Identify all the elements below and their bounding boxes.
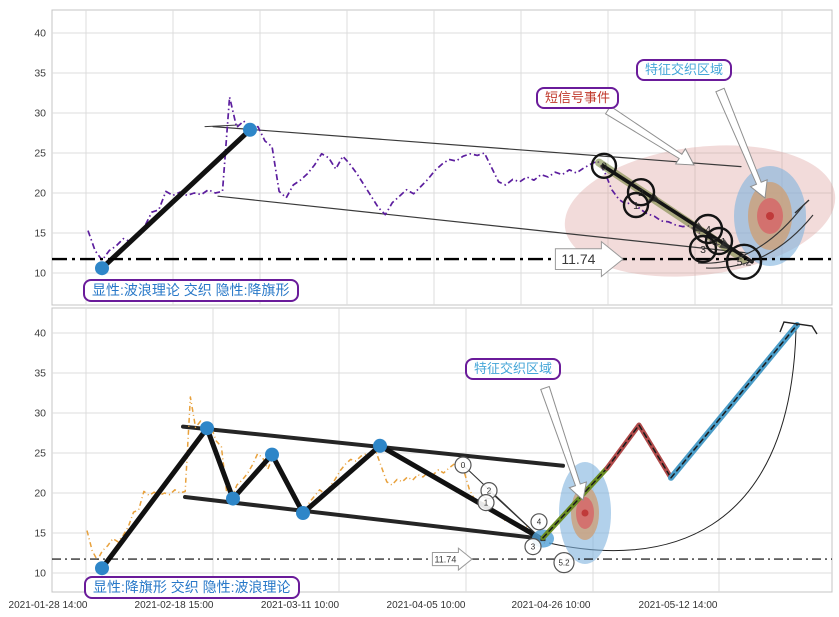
y-tick-label: 30 bbox=[34, 408, 46, 420]
x-tick-label: 2021-01-28 14:00 bbox=[9, 600, 88, 611]
x-tick-label: 2021-02-18 15:00 bbox=[135, 600, 214, 611]
value-tag-arrow bbox=[554, 240, 624, 278]
pivot-dot bbox=[95, 261, 109, 276]
y-tick-label: 10 bbox=[34, 568, 46, 580]
prediction-red-dash bbox=[606, 424, 672, 479]
value-tag-arrow bbox=[431, 547, 473, 572]
wave-circle-label: 2 bbox=[487, 486, 492, 495]
wave-circle-label: 1 bbox=[633, 200, 639, 212]
channel-lower-line bbox=[183, 495, 543, 541]
wave-connector-line bbox=[488, 490, 542, 540]
pivot-dot bbox=[296, 506, 310, 520]
wave-circle-label: 3 bbox=[531, 542, 536, 551]
wave-circle bbox=[553, 551, 575, 574]
callout-arrow bbox=[604, 105, 695, 166]
y-tick-label: 35 bbox=[34, 368, 46, 380]
wave-circle-label: 5.2 bbox=[737, 257, 752, 269]
price-line bbox=[86, 396, 548, 561]
y-tick-label: 20 bbox=[34, 488, 46, 500]
x-tick-label: 2021-04-05 10:00 bbox=[387, 600, 466, 611]
wave-circle bbox=[524, 537, 542, 556]
y-tick-label: 20 bbox=[34, 188, 46, 200]
wave-circle-label: 1 bbox=[484, 498, 489, 507]
y-tick-label: 15 bbox=[34, 228, 46, 240]
channel-peak-tick bbox=[204, 124, 239, 128]
wave-circle bbox=[530, 513, 548, 531]
channel-lower-line bbox=[217, 195, 749, 254]
wave-circle-label: 4 bbox=[705, 224, 711, 236]
impulse-line bbox=[99, 127, 253, 271]
panel-frame bbox=[51, 307, 833, 593]
y-tick-label: 40 bbox=[34, 328, 46, 340]
value-tag-text: 11.74 bbox=[434, 554, 456, 564]
prediction-blue-dash bbox=[670, 324, 798, 479]
wave-circle bbox=[626, 177, 656, 207]
x-tick-label: 2021-03-11 10:00 bbox=[261, 600, 340, 611]
y-tick-label: 10 bbox=[34, 268, 46, 280]
wave-circle bbox=[590, 152, 618, 180]
y-tick-label: 25 bbox=[34, 448, 46, 460]
wave-circle bbox=[725, 243, 763, 280]
callout-arrow bbox=[715, 87, 768, 199]
short-signal-event-label: 短信号事件 bbox=[536, 87, 620, 109]
feature-zone-label-bottom: 特征交织区域 bbox=[465, 358, 562, 380]
pivot-dot bbox=[200, 421, 214, 436]
x-tick-label: 2021-05-12 14:00 bbox=[639, 600, 718, 611]
y-tick-label: 40 bbox=[34, 28, 46, 40]
prediction-green-dash bbox=[542, 467, 608, 539]
target-bracket bbox=[779, 321, 818, 335]
channel-upper-line bbox=[212, 125, 742, 168]
signal-arrowhead bbox=[719, 239, 732, 250]
target-arc bbox=[705, 214, 814, 269]
target-arc-cap bbox=[794, 199, 810, 214]
wave-circle bbox=[622, 191, 650, 219]
price-line bbox=[87, 96, 719, 262]
x-tick-label: 2021-04-26 10:00 bbox=[512, 600, 591, 611]
bullseye-center-dot bbox=[581, 509, 589, 517]
y-tick-label: 25 bbox=[34, 148, 46, 160]
callout-arrow bbox=[540, 385, 588, 501]
pivot-dot bbox=[95, 561, 109, 576]
wave-circle bbox=[454, 456, 472, 474]
y-tick-label: 15 bbox=[34, 528, 46, 540]
wave-circle-label: 4 bbox=[537, 518, 542, 527]
y-tick-label: 35 bbox=[34, 68, 46, 80]
pivot-dot bbox=[265, 447, 279, 462]
wave-circle bbox=[688, 234, 718, 264]
value-tag-text: 11.74 bbox=[561, 251, 595, 267]
feature-zone-label-top: 特征交织区域 bbox=[636, 59, 733, 81]
pivot-dot bbox=[226, 491, 240, 506]
wave-circle-label: 5.2 bbox=[558, 558, 570, 567]
y-tick-label: 30 bbox=[34, 108, 46, 120]
channel-upper-line bbox=[181, 424, 565, 468]
explicit-implicit-label-bottom: 显性:降旗形 交织 隐性:波浪理论 bbox=[84, 576, 300, 599]
explicit-implicit-label-top: 显性:波浪理论 交织 隐性:降旗形 bbox=[83, 279, 299, 302]
wave-circle-label: 3 bbox=[700, 244, 706, 256]
wave-circle bbox=[704, 226, 734, 256]
signal-arrowhead bbox=[693, 222, 706, 233]
wave-circle-label: 0 bbox=[461, 461, 466, 470]
pivot-dot bbox=[243, 122, 257, 137]
wave-circle-label: 0 bbox=[601, 161, 607, 173]
pivot-dot bbox=[373, 438, 387, 453]
bullseye-center-dot bbox=[766, 212, 774, 220]
wave-circle bbox=[477, 494, 495, 512]
